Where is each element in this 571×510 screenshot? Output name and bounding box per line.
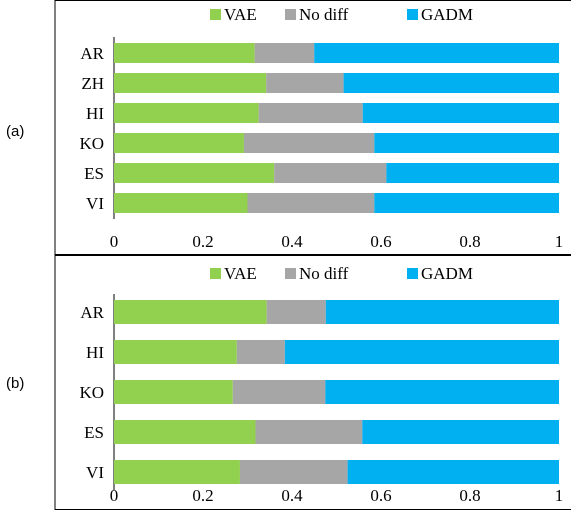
bar-hi-vae xyxy=(114,103,259,123)
bar-ko-vae xyxy=(114,380,233,404)
panel-b: VAE No diff GADM AR HI KO ES VI 0 0.2 0.4 0.6 0.8 1 xyxy=(54,255,571,510)
category-label-zh: ZH xyxy=(81,74,104,93)
panel-frame xyxy=(54,0,571,255)
category-label-ko: KO xyxy=(79,134,104,153)
legend-label-gadm: GADM xyxy=(421,264,473,283)
category-label-es: ES xyxy=(84,423,104,442)
x-tick-label: 0 xyxy=(110,486,119,505)
bar-es-gadm xyxy=(386,163,559,183)
bar-hi-vae xyxy=(114,340,237,364)
bar-ar-no-diff xyxy=(266,300,326,324)
bar-zh-no-diff xyxy=(266,73,344,93)
legend-swatch-gadm xyxy=(407,9,418,20)
x-tick-label: 0 xyxy=(110,232,119,251)
bar-zh-vae xyxy=(114,73,267,93)
category-label-es: ES xyxy=(84,164,104,183)
bar-zh-gadm xyxy=(343,73,559,93)
bar-hi-gadm xyxy=(362,103,559,123)
bar-ar-vae xyxy=(114,43,255,63)
x-tick-label: 0.2 xyxy=(192,232,213,251)
legend-swatch-no-diff xyxy=(285,268,296,279)
legend-swatch-gadm xyxy=(407,268,418,279)
bar-vi-no-diff xyxy=(239,460,348,484)
bar-hi-no-diff xyxy=(236,340,285,364)
x-tick-label: 0.8 xyxy=(459,486,480,505)
bar-hi-gadm xyxy=(284,340,559,364)
bar-es-vae xyxy=(114,420,256,444)
bar-es-gadm xyxy=(362,420,559,444)
bar-es-no-diff xyxy=(255,420,363,444)
x-tick-label: 0.8 xyxy=(459,232,480,251)
bar-ar-gadm xyxy=(325,300,559,324)
bar-ar-no-diff xyxy=(254,43,315,63)
category-label-ar: AR xyxy=(80,303,104,322)
x-tick-label: 0.4 xyxy=(281,232,303,251)
x-tick-label: 1 xyxy=(555,232,564,251)
legend-label-vae: VAE xyxy=(224,264,257,283)
bar-ko-vae xyxy=(114,133,244,153)
bar-vi-no-diff xyxy=(247,193,375,213)
legend-label-vae: VAE xyxy=(224,5,257,24)
legend-swatch-no-diff xyxy=(285,9,296,20)
category-label-ko: KO xyxy=(79,383,104,402)
legend-label-no-diff: No diff xyxy=(299,264,349,283)
bar-vi-vae xyxy=(114,460,240,484)
bar-ar-vae xyxy=(114,300,267,324)
x-tick-label: 0.2 xyxy=(192,486,213,505)
x-tick-label: 1 xyxy=(555,486,564,505)
bar-ko-gadm xyxy=(374,133,559,153)
x-tick-label: 0.6 xyxy=(370,486,391,505)
panel-a-label: (a) xyxy=(6,123,24,140)
bar-ko-no-diff xyxy=(232,380,326,404)
category-label-vi: VI xyxy=(86,463,104,482)
bar-es-no-diff xyxy=(274,163,387,183)
bar-ko-no-diff xyxy=(243,133,375,153)
category-label-ar: AR xyxy=(80,44,104,63)
bar-vi-gadm xyxy=(347,460,559,484)
category-label-vi: VI xyxy=(86,194,104,213)
bar-vi-vae xyxy=(114,193,248,213)
category-label-hi: HI xyxy=(86,104,104,123)
bar-vi-gadm xyxy=(374,193,559,213)
legend-swatch-vae xyxy=(210,268,221,279)
bar-es-vae xyxy=(114,163,275,183)
bar-ko-gadm xyxy=(325,380,559,404)
bar-ar-gadm xyxy=(314,43,559,63)
x-tick-label: 0.4 xyxy=(281,486,303,505)
chart-panels: VAE No diff GADM AR ZH HI KO ES VI 0 0.2 0.4 0.6 0.8 1… xyxy=(54,0,571,510)
panel-a: VAE No diff GADM AR ZH HI KO ES VI 0 0.2 0.4 0.6 0.8 1 xyxy=(54,0,571,255)
panel-b-label: (b) xyxy=(6,375,24,392)
category-label-hi: HI xyxy=(86,343,104,362)
x-tick-label: 0.6 xyxy=(370,232,391,251)
legend-label-no-diff: No diff xyxy=(299,5,349,24)
bar-hi-no-diff xyxy=(258,103,363,123)
legend-swatch-vae xyxy=(210,9,221,20)
legend-label-gadm: GADM xyxy=(421,5,473,24)
